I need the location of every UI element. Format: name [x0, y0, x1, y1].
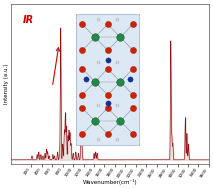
- Y-axis label: Intensity (a.u.): Intensity (a.u.): [4, 64, 9, 104]
- X-axis label: Wavenumber(cm⁻¹): Wavenumber(cm⁻¹): [82, 179, 137, 185]
- Text: IR: IR: [22, 15, 34, 25]
